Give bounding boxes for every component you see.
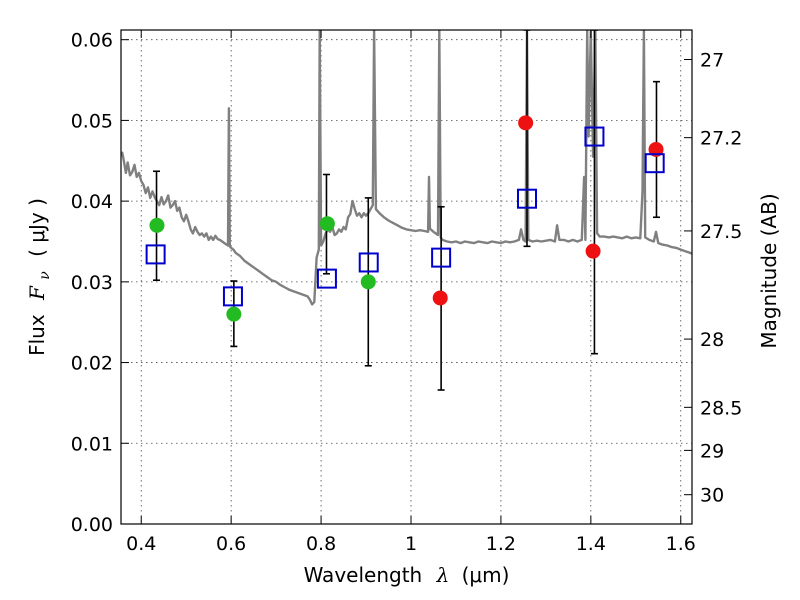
points-layer — [145, 115, 665, 322]
x-axis-label-unit: (μm) — [462, 563, 510, 587]
y-tick-label: 0.01 — [71, 433, 113, 455]
y2-tick-label: 27.5 — [700, 221, 742, 243]
y-tick-label: 0.04 — [71, 191, 113, 213]
plot-frame — [120, 29, 693, 525]
y-tick-label: 0.06 — [71, 30, 113, 52]
x-tick-label: 1.6 — [666, 533, 696, 555]
observed-low-significance-point — [518, 115, 534, 131]
y-axis-label-symbol: F — [25, 285, 49, 301]
y2-tick-label: 27 — [700, 50, 724, 72]
observed-low-significance-point — [432, 290, 448, 306]
y-axis-label-subscript: ν — [37, 271, 53, 280]
y2-tick-label: 28 — [700, 329, 724, 351]
model-photometry-point — [584, 126, 605, 147]
y-tick-label: 0.05 — [71, 110, 113, 132]
model-photometry-point — [222, 286, 243, 307]
y-axis-label: Flux F ν ( μJy ) — [25, 198, 54, 356]
y-tick-label: 0.00 — [71, 514, 113, 536]
x-tick-label: 1.4 — [576, 533, 606, 555]
y-axis-label-prefix: Flux — [25, 314, 49, 356]
y-tick-label: 0.02 — [71, 353, 113, 375]
x-tick-label: 0.8 — [306, 533, 336, 555]
x-tick-label: 0.6 — [216, 533, 246, 555]
observed-detections-point — [226, 306, 242, 322]
x-axis-label-prefix: Wavelength — [304, 563, 423, 587]
template-spectrum-line — [121, 30, 692, 306]
model-photometry-point — [316, 268, 337, 289]
x-axis-label: Wavelength λ (μm) — [304, 563, 510, 587]
observed-low-significance-point — [585, 243, 601, 259]
y2-tick-label: 30 — [700, 485, 724, 507]
x-axis-label-symbol: λ — [436, 563, 450, 587]
grid-layer — [121, 30, 692, 525]
y2-tick-label: 27.2 — [700, 128, 742, 150]
y2-tick-label: 29 — [700, 440, 724, 462]
observed-detections-point — [149, 217, 165, 233]
x-tick-label: 1.2 — [486, 533, 516, 555]
observed-detections-point — [360, 274, 376, 290]
y2-axis-label: Magnitude (AB) — [757, 193, 781, 348]
y-tick-label: 0.03 — [71, 272, 113, 294]
y-axis-label-unit: ( μJy ) — [25, 198, 49, 257]
tick-layer: 0.4 0.6 0.8 1 1.2 1.4 1.6 0.00 0.01 0.02 0.03 0.04 0… — [71, 30, 743, 555]
template-spectrum-layer — [121, 30, 692, 306]
x-tick-label: 1 — [405, 533, 417, 555]
model-photometry-point — [644, 153, 665, 174]
model-photometry-point — [431, 247, 452, 268]
y2-tick-label: 28.5 — [700, 397, 742, 419]
observed-detections-point — [319, 216, 335, 232]
model-photometry-point — [358, 252, 379, 273]
model-photometry-point — [516, 188, 537, 209]
model-photometry-point — [145, 244, 166, 265]
x-tick-label: 0.4 — [126, 533, 156, 555]
